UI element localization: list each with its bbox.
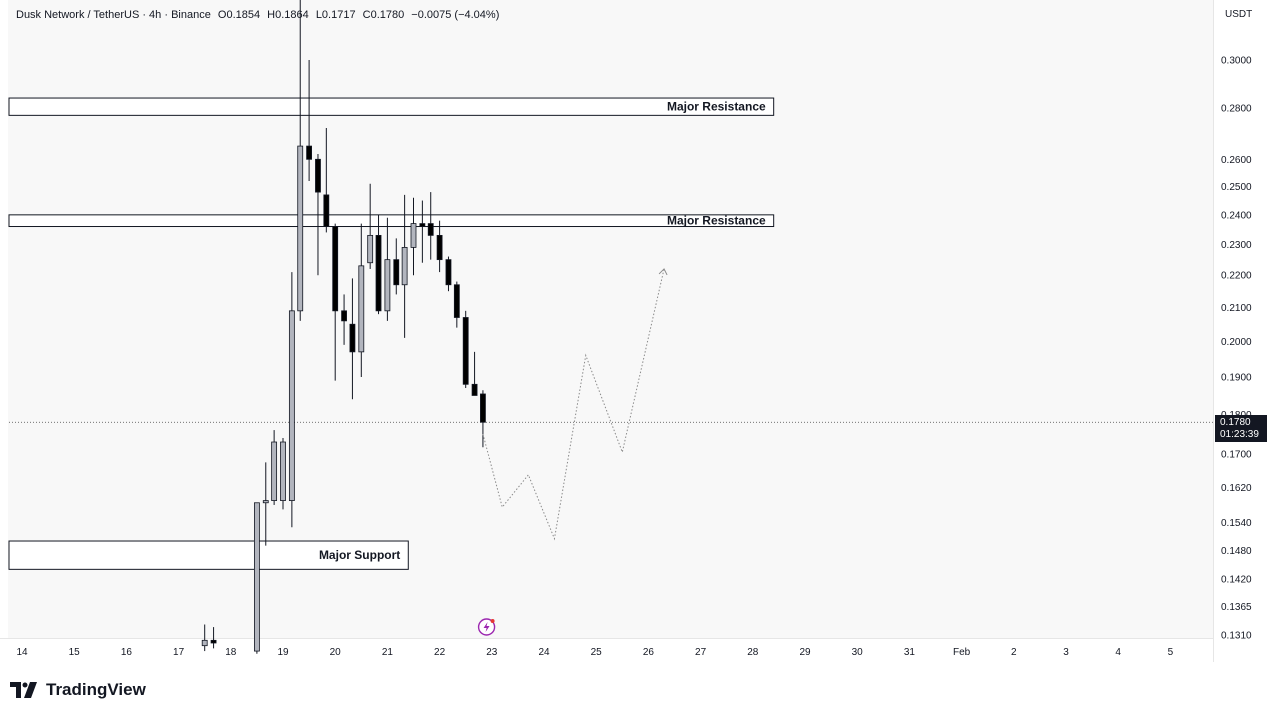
symbol-title[interactable]: Dusk Network / TetherUS · 4h · Binance [16,9,211,21]
candle-body-17 [384,259,391,312]
date-tick-5: 19 [277,647,289,658]
current-price-tag: 0.1780 01:23:39 [1215,415,1267,442]
date-tick-7: 21 [382,647,394,658]
price-tick-16: 0.1365 [1221,602,1252,613]
brand-name: TradingView [46,680,146,699]
date-tick-16: 30 [852,647,864,658]
candle-body-16 [375,234,382,312]
date-tick-2: 16 [121,647,133,658]
candle-body-20 [410,223,417,248]
candle-body-0 [201,639,208,647]
date-tick-15: 29 [799,647,811,658]
projection-path [482,268,665,541]
date-tick-12: 26 [643,647,655,658]
currency-label[interactable]: USDT [1225,9,1253,20]
price-tick-9: 0.1900 [1221,372,1252,383]
price-tick-7: 0.2100 [1221,303,1252,314]
candle-body-15 [367,234,374,264]
ohlc-high: H0.1864 [267,9,309,21]
price-tick-6: 0.2200 [1221,271,1252,282]
candle-body-10 [323,194,330,227]
candle-body-26 [462,317,469,385]
current-price-value: 0.1780 [1220,417,1251,428]
date-tick-8: 22 [434,647,446,658]
price-tick-15: 0.1420 [1221,575,1252,586]
date-tick-11: 25 [591,647,603,658]
candle-body-7 [297,145,304,312]
date-tick-14: 28 [747,647,759,658]
date-tick-21: 4 [1115,647,1121,658]
zone-label-0: Major Resistance [667,100,766,114]
projection-arrow-head [658,268,668,276]
candle-body-18 [393,259,400,286]
candle-body-4 [271,441,278,501]
candle-body-21 [419,223,426,227]
date-tick-6: 20 [330,647,342,658]
date-tick-22: 5 [1168,647,1174,658]
candle-body-28 [480,393,486,423]
price-axis[interactable] [1213,0,1280,662]
candle-body-8 [306,145,313,160]
zone-box-0 [8,97,775,116]
candle-body-14 [358,265,365,353]
candle-body-2 [253,502,260,652]
event-dot-icon [490,619,495,623]
date-tick-20: 3 [1063,647,1069,658]
candle-body-6 [288,310,295,501]
candle-body-12 [341,310,347,322]
date-tick-9: 23 [486,647,498,658]
price-tick-12: 0.1620 [1221,483,1252,494]
price-tick-11: 0.1700 [1221,450,1252,461]
zone-label-1: Major Resistance [667,214,766,228]
candle-body-27 [471,383,478,396]
ohlc-close: C0.1780 [362,9,405,21]
zone-box-1 [8,214,775,228]
date-tick-3: 17 [173,647,185,658]
tradingview-icon [10,682,37,698]
candle-body-23 [436,234,443,261]
date-tick-18: Feb [953,647,971,658]
candle-body-19 [401,247,408,286]
date-tick-13: 27 [695,647,707,658]
candle-body-5 [280,441,286,501]
candle-body-25 [453,284,460,318]
price-tick-4: 0.2400 [1221,210,1252,221]
price-tick-1: 0.2800 [1221,103,1252,114]
date-tick-1: 15 [69,647,81,658]
price-tick-5: 0.2300 [1221,240,1252,251]
zone-box-2 [8,540,409,570]
date-tick-19: 2 [1011,647,1017,658]
candle-body-9 [315,158,321,193]
price-tick-13: 0.1540 [1221,518,1252,529]
candle-body-22 [427,223,434,236]
ohlc-open: O0.1854 [217,9,261,21]
candle-body-11 [332,226,339,312]
symbol-header[interactable]: Dusk Network / TetherUS · 4h · Binance O… [16,9,503,21]
date-tick-10: 24 [538,647,550,658]
price-tick-14: 0.1480 [1221,546,1252,557]
price-tick-0: 0.3000 [1221,56,1252,67]
price-tick-17: 0.1310 [1221,631,1252,642]
candle-body-24 [445,259,452,286]
date-tick-4: 18 [225,647,237,658]
lightning-icon [483,622,490,632]
price-tick-8: 0.2000 [1221,337,1252,348]
chart-canvas: Major Resistance Major Resistance Major Su… [8,0,1252,658]
candle-body-1 [210,639,217,644]
bar-countdown: 01:23:39 [1220,429,1259,440]
ohlc-change: −0.0075 (−4.04%) [411,9,500,21]
tradingview-logo[interactable]: TradingView [10,680,146,700]
price-tick-3: 0.2500 [1221,182,1252,193]
zone-label-2: Major Support [319,548,400,562]
date-tick-17: 31 [904,647,916,658]
date-tick-0: 14 [16,647,28,658]
candle-body-13 [349,323,356,353]
candle-body-3 [262,500,269,504]
price-tick-2: 0.2600 [1221,155,1252,166]
ohlc-low: L0.1717 [315,9,356,21]
